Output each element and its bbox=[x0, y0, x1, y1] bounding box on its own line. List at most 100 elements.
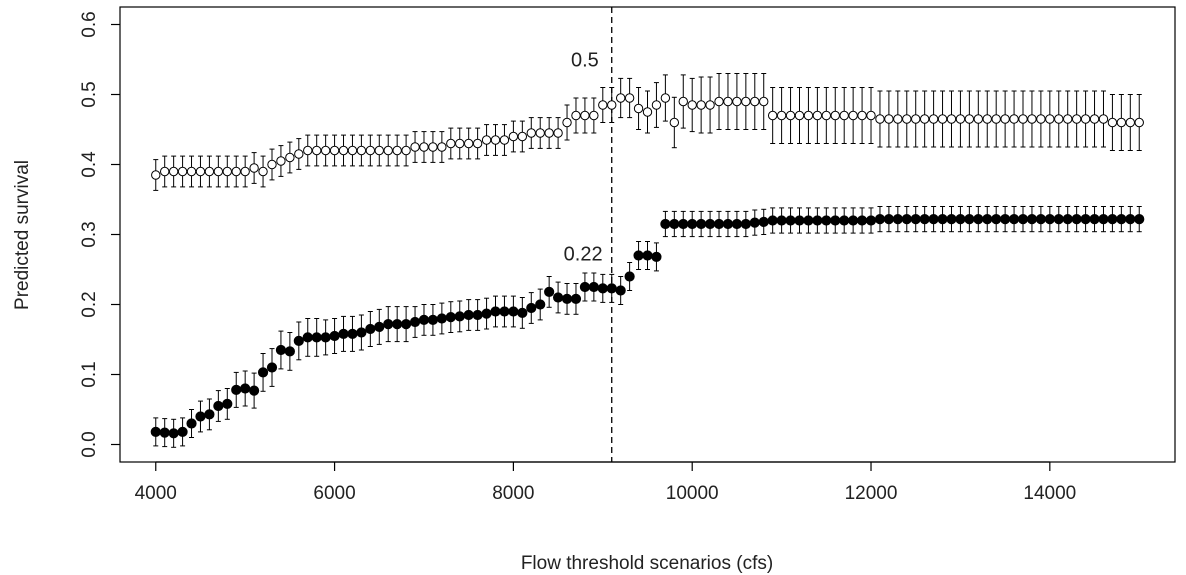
data-point bbox=[419, 142, 429, 152]
data-point bbox=[401, 319, 412, 330]
plot-area-frame bbox=[119, 6, 1176, 463]
data-point bbox=[517, 131, 528, 142]
data-point bbox=[356, 145, 367, 156]
data-point bbox=[571, 110, 581, 121]
data-point bbox=[231, 166, 241, 177]
data-point bbox=[741, 96, 751, 107]
data-point bbox=[580, 110, 590, 121]
data-point bbox=[919, 214, 930, 225]
axis-ticks: 4000 6000 8000 10000 12000 14000 0.0 0.1 0.2 0.3 0… bbox=[79, 11, 1076, 504]
data-point bbox=[481, 135, 492, 145]
data-point bbox=[901, 214, 912, 225]
data-point bbox=[946, 214, 957, 225]
data-point bbox=[1125, 117, 1135, 128]
data-point bbox=[830, 110, 840, 121]
data-point bbox=[1000, 214, 1011, 225]
data-point bbox=[490, 306, 501, 317]
data-point bbox=[455, 138, 465, 149]
data-point bbox=[186, 418, 197, 429]
data-point bbox=[329, 330, 340, 342]
data-point bbox=[759, 96, 769, 107]
data-point bbox=[607, 100, 617, 110]
data-point bbox=[884, 114, 894, 124]
data-point bbox=[374, 145, 384, 156]
x-tick-label: 12000 bbox=[845, 483, 898, 504]
data-point bbox=[919, 114, 930, 124]
data-point bbox=[499, 135, 510, 145]
data-point bbox=[427, 314, 439, 325]
data-point bbox=[687, 100, 697, 110]
y-tick-label: 0.6 bbox=[79, 11, 100, 37]
data-point bbox=[848, 110, 858, 121]
data-point bbox=[704, 218, 716, 230]
series-open-circle bbox=[151, 73, 1144, 191]
data-point bbox=[168, 428, 179, 439]
data-point bbox=[338, 145, 349, 156]
data-point bbox=[821, 110, 832, 121]
data-point bbox=[490, 135, 501, 145]
data-point bbox=[177, 166, 188, 177]
data-point bbox=[437, 142, 447, 152]
data-point bbox=[1063, 114, 1073, 124]
y-tick-label: 0.3 bbox=[79, 221, 100, 247]
data-point bbox=[812, 110, 823, 121]
data-point bbox=[535, 128, 545, 138]
data-point bbox=[1035, 214, 1046, 225]
data-point bbox=[678, 218, 689, 230]
data-point bbox=[597, 283, 608, 294]
data-point bbox=[687, 218, 698, 230]
data-point bbox=[240, 383, 251, 394]
data-point bbox=[204, 409, 215, 420]
data-point bbox=[660, 93, 671, 103]
data-point bbox=[642, 250, 653, 261]
data-point bbox=[213, 400, 224, 412]
data-point bbox=[204, 166, 215, 177]
data-point bbox=[249, 163, 259, 173]
data-point bbox=[1134, 214, 1145, 225]
data-point bbox=[1026, 214, 1038, 225]
data-point bbox=[454, 311, 465, 322]
data-point bbox=[267, 159, 277, 170]
data-point bbox=[517, 307, 528, 318]
data-point bbox=[902, 114, 912, 124]
data-point bbox=[266, 362, 278, 373]
data-point bbox=[928, 214, 939, 225]
data-point bbox=[570, 293, 582, 304]
data-point bbox=[1134, 117, 1144, 128]
data-point bbox=[893, 114, 903, 124]
y-tick-label: 0.2 bbox=[79, 291, 100, 317]
y-axis-label: Predicted survival bbox=[12, 160, 33, 310]
data-point bbox=[383, 145, 393, 156]
data-point bbox=[1098, 114, 1109, 124]
data-point bbox=[1080, 214, 1091, 225]
data-point bbox=[749, 217, 760, 228]
data-point bbox=[1027, 114, 1037, 124]
data-point bbox=[356, 327, 367, 338]
data-point bbox=[365, 145, 376, 156]
data-point bbox=[526, 128, 536, 138]
data-point bbox=[955, 214, 966, 225]
data-point bbox=[285, 152, 295, 163]
data-point bbox=[472, 309, 483, 321]
data-point bbox=[249, 385, 260, 396]
data-point bbox=[409, 316, 421, 328]
data-point bbox=[401, 145, 411, 156]
data-point bbox=[1071, 214, 1082, 225]
data-point bbox=[1098, 214, 1109, 225]
data-point bbox=[1053, 214, 1064, 225]
data-point bbox=[723, 96, 733, 107]
annotation-label: 0.22 bbox=[564, 243, 603, 265]
y-tick-label: 0.4 bbox=[79, 151, 100, 178]
data-point bbox=[508, 131, 519, 142]
data-point bbox=[830, 215, 841, 226]
data-point bbox=[418, 314, 430, 325]
data-point bbox=[1000, 114, 1010, 124]
data-point bbox=[589, 110, 599, 121]
data-point bbox=[964, 114, 975, 124]
data-point bbox=[874, 214, 886, 225]
data-point bbox=[303, 145, 313, 156]
data-point bbox=[311, 332, 322, 343]
data-point bbox=[1089, 114, 1100, 124]
data-point bbox=[392, 145, 402, 156]
data-point bbox=[276, 156, 286, 166]
